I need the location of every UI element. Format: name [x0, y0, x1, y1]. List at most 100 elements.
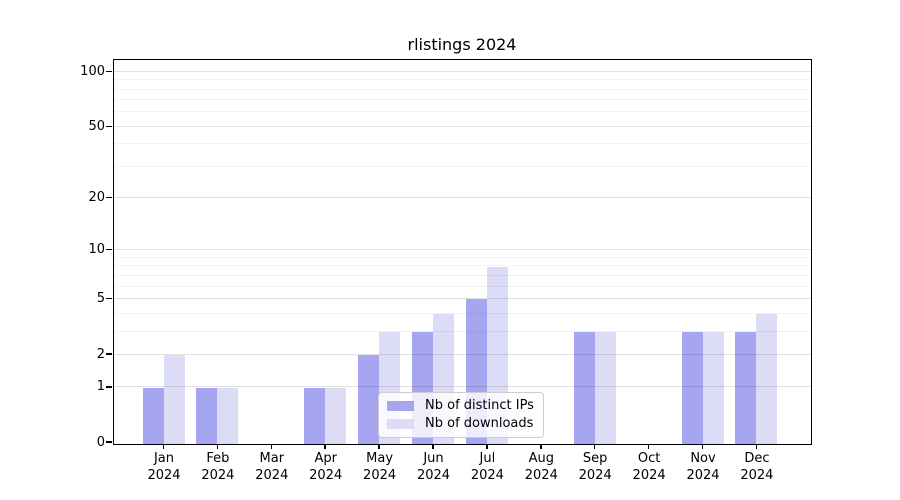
- x-tick-label-year: 2024: [740, 468, 774, 483]
- y-tick-label-50: 50: [88, 118, 105, 134]
- x-tick-dec: [755, 445, 758, 449]
- bar-downloads-jan: [163, 355, 185, 444]
- gridline-minor-9: [113, 256, 811, 258]
- x-tick-label-month: Mar: [259, 451, 285, 466]
- bar-distinct-ips-apr: [304, 387, 326, 444]
- y-tick-20: [106, 196, 112, 199]
- y-tick-label-1: 1: [96, 379, 105, 395]
- legend: Nb of distinct IPs Nb of downloads: [378, 392, 544, 438]
- bar-distinct-ips-nov: [681, 332, 703, 444]
- x-tick-label-apr: Apr 2024: [294, 450, 358, 484]
- x-tick-label-month: Dec: [744, 451, 770, 466]
- x-tick-label-sep: Sep 2024: [563, 450, 627, 484]
- x-tick-label-year: 2024: [201, 468, 235, 483]
- x-tick-label-feb: Feb 2024: [186, 450, 250, 484]
- x-tick-label-month: Nov: [690, 451, 716, 466]
- x-tick-jul: [486, 445, 488, 449]
- x-tick-label-month: Jun: [423, 451, 444, 466]
- gridline-major-20: [113, 197, 811, 199]
- gridline-minor-6: [113, 285, 811, 287]
- bar-downloads-nov: [702, 332, 724, 444]
- x-tick-label-month: Aug: [528, 451, 554, 466]
- x-tick-label-month: Oct: [637, 451, 661, 466]
- x-tick-label-month: May: [366, 451, 394, 466]
- bar-downloads-apr: [325, 387, 347, 444]
- gridline-minor-60: [113, 111, 811, 113]
- x-tick-label-month: Feb: [206, 451, 230, 466]
- y-tick-2: [106, 353, 112, 355]
- x-tick-feb: [216, 445, 219, 449]
- gridline-minor-40: [113, 143, 811, 145]
- legend-label-distinct-ips: Nb of distinct IPs: [425, 398, 534, 413]
- x-tick-label-year: 2024: [578, 468, 612, 483]
- x-tick-label-year: 2024: [255, 468, 289, 483]
- legend-item-distinct-ips: Nb of distinct IPs: [387, 397, 535, 415]
- x-tick-label-oct: Oct 2024: [617, 450, 681, 484]
- gridline-major-50: [113, 125, 811, 127]
- gridline-minor-90: [113, 79, 811, 81]
- x-tick-label-aug: Aug 2024: [509, 450, 573, 484]
- legend-item-downloads: Nb of downloads: [387, 415, 535, 433]
- x-tick-label-month: Sep: [582, 451, 608, 466]
- x-tick-label-month: Jul: [479, 451, 496, 466]
- x-tick-label-year: 2024: [416, 468, 451, 483]
- bar-downloads-dec: [756, 314, 778, 444]
- gridline-major-5: [113, 297, 811, 299]
- y-tick-0: [106, 441, 112, 443]
- legend-swatch-downloads-icon: [387, 419, 414, 429]
- gridline-minor-7: [113, 274, 811, 276]
- y-tick-label-2: 2: [96, 346, 105, 362]
- bar-distinct-ips-dec: [735, 332, 757, 444]
- x-tick-label-jun: Jun 2024: [402, 450, 466, 484]
- chart-title: rlistings 2024: [407, 35, 517, 54]
- y-tick-1: [106, 386, 112, 388]
- y-tick-label-5: 5: [96, 290, 105, 306]
- x-tick-label-year: 2024: [147, 468, 181, 483]
- gridline-minor-3: [113, 330, 811, 332]
- gridline-minor-8: [113, 265, 811, 267]
- x-tick-label-mar: Mar 2024: [240, 450, 304, 484]
- x-tick-label-dec: Dec 2024: [725, 450, 789, 484]
- x-tick-label-month: Apr: [314, 451, 337, 466]
- x-tick-label-year: 2024: [309, 468, 343, 483]
- x-tick-aug: [540, 445, 542, 449]
- gridline-major-10: [113, 249, 811, 251]
- x-tick-oct: [647, 445, 650, 449]
- y-tick-label-20: 20: [88, 190, 105, 206]
- x-tick-label-nov: Nov 2024: [671, 450, 735, 484]
- gridline-minor-70: [113, 99, 811, 101]
- gridline-major-1: [113, 386, 811, 388]
- x-tick-label-jan: Jan 2024: [132, 450, 196, 484]
- bar-distinct-ips-may: [358, 355, 380, 444]
- y-tick-50: [106, 125, 112, 127]
- x-tick-label-jul: Jul 2024: [455, 450, 519, 484]
- y-tick-label-0: 0: [96, 435, 105, 450]
- gridline-minor-30: [113, 165, 811, 167]
- y-tick-10: [106, 248, 112, 251]
- x-tick-label-year: 2024: [524, 468, 558, 483]
- x-tick-nov: [701, 445, 704, 449]
- gridline-major-2: [113, 353, 811, 355]
- gridline-minor-80: [113, 88, 811, 90]
- bar-downloads-sep: [594, 332, 616, 444]
- x-tick-label-year: 2024: [686, 468, 720, 483]
- y-tick-5: [106, 297, 112, 300]
- x-tick-jun: [432, 445, 434, 449]
- x-tick-label-year: 2024: [363, 468, 397, 483]
- x-tick-label-year: 2024: [470, 468, 504, 483]
- gridline-major-100: [113, 70, 811, 72]
- x-tick-label-month: Jan: [153, 451, 175, 466]
- x-tick-apr: [324, 445, 326, 449]
- y-tick-label-10: 10: [88, 242, 105, 258]
- bar-distinct-ips-jan: [142, 387, 164, 444]
- x-tick-may: [378, 445, 380, 449]
- x-tick-label-may: May 2024: [348, 450, 412, 484]
- legend-swatch-distinct-ips-icon: [387, 401, 414, 411]
- gridline-minor-4: [113, 312, 811, 314]
- y-tick-100: [106, 70, 112, 73]
- y-tick-label-100: 100: [80, 63, 105, 79]
- legend-label-downloads: Nb of downloads: [425, 416, 534, 431]
- x-tick-label-year: 2024: [632, 468, 666, 483]
- bar-downloads-feb: [217, 387, 239, 444]
